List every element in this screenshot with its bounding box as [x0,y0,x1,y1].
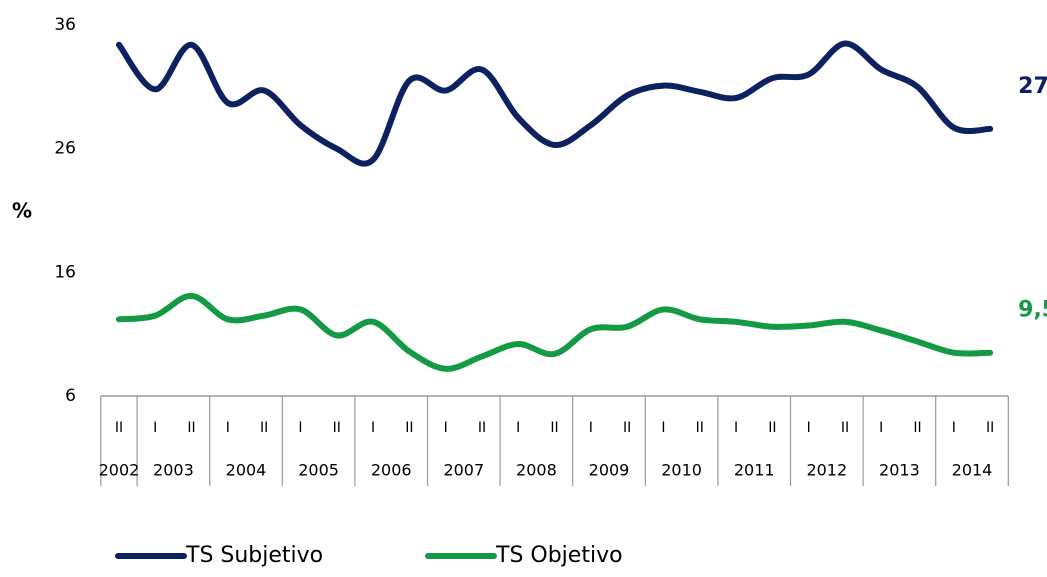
year-label: 2013 [879,461,920,480]
value-label: 9,5 [1018,298,1047,323]
year-label: 2009 [589,461,630,480]
x-tick-label: II [841,420,849,436]
x-tick-label: II [187,420,195,436]
x-tick-label: I [371,420,375,436]
x-tick-label: I [226,420,230,436]
x-tick-label: II [768,420,776,436]
x-tick-label: II [696,420,704,436]
y-tick-label: 36 [54,15,76,35]
y-tick-label: 26 [54,139,76,159]
x-tick-label: II [478,420,486,436]
legend-label: TS Objetivo [495,543,623,568]
year-label: 2008 [516,461,557,480]
x-tick-label: I [661,420,665,436]
x-tick-label: II [550,420,558,436]
y-axis-label: % [12,199,32,223]
x-tick-label: I [807,420,811,436]
y-tick-label: 6 [65,386,76,406]
year-label: 2006 [371,461,412,480]
year-label: 2012 [806,461,847,480]
y-tick-label: 16 [54,262,76,282]
year-label: 2014 [952,461,993,480]
x-tick-label: I [589,420,593,436]
x-tick-label: I [879,420,883,436]
x-tick-label: II [115,420,123,436]
line [115,40,994,167]
x-tick-label: II [623,420,631,436]
x-tick-label: II [260,420,268,436]
x-tick-label: II [913,420,921,436]
x-tick-label: I [153,420,157,436]
x-tick-label: II [986,420,994,436]
year-label: 2002 [99,461,140,480]
year-label: 2003 [153,461,194,480]
year-label: 2011 [734,461,775,480]
legend-label: TS Subjetivo [185,543,323,568]
year-label: 2005 [298,461,339,480]
x-tick-label: I [516,420,520,436]
x-tick-label: II [333,420,341,436]
x-tick-label: I [952,420,956,436]
line [115,292,994,372]
year-label: 2004 [226,461,267,480]
x-tick-label: II [405,420,413,436]
value-label: 27,6 [1018,74,1047,99]
year-label: 2010 [661,461,702,480]
x-tick-label: I [734,420,738,436]
x-tick-label: I [298,420,302,436]
year-label: 2007 [443,461,484,480]
x-tick-label: I [444,420,448,436]
